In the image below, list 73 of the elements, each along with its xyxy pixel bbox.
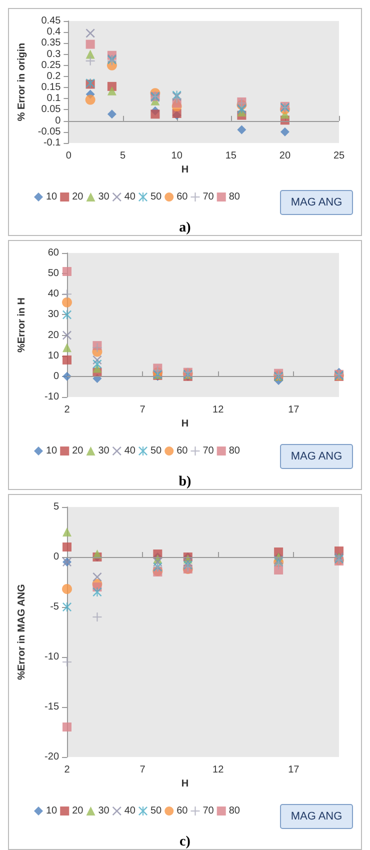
y-tick-label: -0.1 [43,138,62,148]
legend-title: MAG ANG [290,196,342,208]
y-axis-title: % Error in origin [16,42,28,122]
legend-label: 30 [98,446,110,456]
legend-label: 20 [72,806,84,816]
x-tick-label: 15 [225,150,237,162]
x-tick-label: 17 [288,764,300,776]
legend-label: 40 [124,192,136,202]
legend-label: 30 [98,806,110,816]
y-tick-label: 30 [48,309,60,320]
y-tick-label: -10 [44,652,60,662]
y-tick-label: 0.35 [41,38,62,49]
legend-label: 50 [150,446,162,456]
x-tick-label: 2 [64,404,70,416]
legend-label: 40 [124,446,136,456]
legend-label: 50 [150,806,162,816]
y-tick-label: 40 [48,288,60,300]
legend-label: 30 [98,192,110,202]
legend-label: 80 [228,806,240,816]
legend-label: 70 [202,192,214,202]
legend-label: 70 [202,806,214,816]
y-tick-label: 0.2 [46,70,62,82]
legend-label: 80 [228,192,240,202]
y-axis-title: %Error in MAG ANG [16,584,28,680]
y-tick-label: -20 [44,752,60,762]
y-tick-label: 0.45 [41,16,62,26]
legend-label: 50 [150,192,162,202]
x-tick-label: 10 [171,150,183,162]
y-tick-label: 5 [53,502,60,512]
x-tick-label: 7 [140,764,146,776]
legend-label: 60 [176,446,188,456]
y-tick-label: 50 [48,268,60,280]
x-tick-label: 17 [288,404,300,416]
y-tick-label: -15 [44,702,60,712]
x-tick-label: 2 [64,764,70,776]
y-tick-label: -5 [50,602,60,612]
legend-label: 70 [202,446,214,456]
x-tick-label: 5 [120,150,126,162]
y-tick-label: 0 [55,115,62,126]
legend-label: 20 [72,192,84,202]
legend-label: 40 [124,806,136,816]
y-tick-label: 0.25 [41,60,62,71]
y-tick-label: 10 [48,350,60,362]
x-tick-label: 0 [66,150,72,162]
legend-title: MAG ANG [290,810,342,822]
legend-title: MAG ANG [290,450,342,462]
y-tick-label: 0 [53,552,60,562]
y-axis-title: %Error in H [16,297,28,353]
y-tick-label: -0.05 [38,126,62,138]
x-axis-title: H [181,418,189,430]
y-tick-label: 0.4 [46,26,62,38]
legend-label: 80 [228,446,240,456]
x-axis-title: H [181,164,189,176]
x-tick-label: 12 [212,404,224,416]
y-tick-label: 0.1 [46,93,62,104]
y-tick-label: 0.3 [46,48,62,60]
text: b) [178,474,192,490]
y-tick-label: 0.05 [41,104,62,116]
y-tick-label: 20 [48,330,60,341]
x-axis-title: H [181,778,189,790]
legend-label: 60 [176,192,188,202]
y-tick-label: 0.15 [41,82,62,94]
text: a) [179,220,192,236]
text: c) [180,834,191,850]
legend-label: 20 [72,446,84,456]
legend-label: 60 [176,806,188,816]
x-tick-label: 7 [140,404,146,416]
x-tick-label: 20 [279,150,291,162]
y-tick-label: -10 [44,392,60,402]
x-tick-label: 25 [333,150,345,162]
x-tick-label: 12 [212,764,224,776]
y-tick-label: 60 [48,248,60,258]
y-tick-label: 0 [53,370,60,382]
